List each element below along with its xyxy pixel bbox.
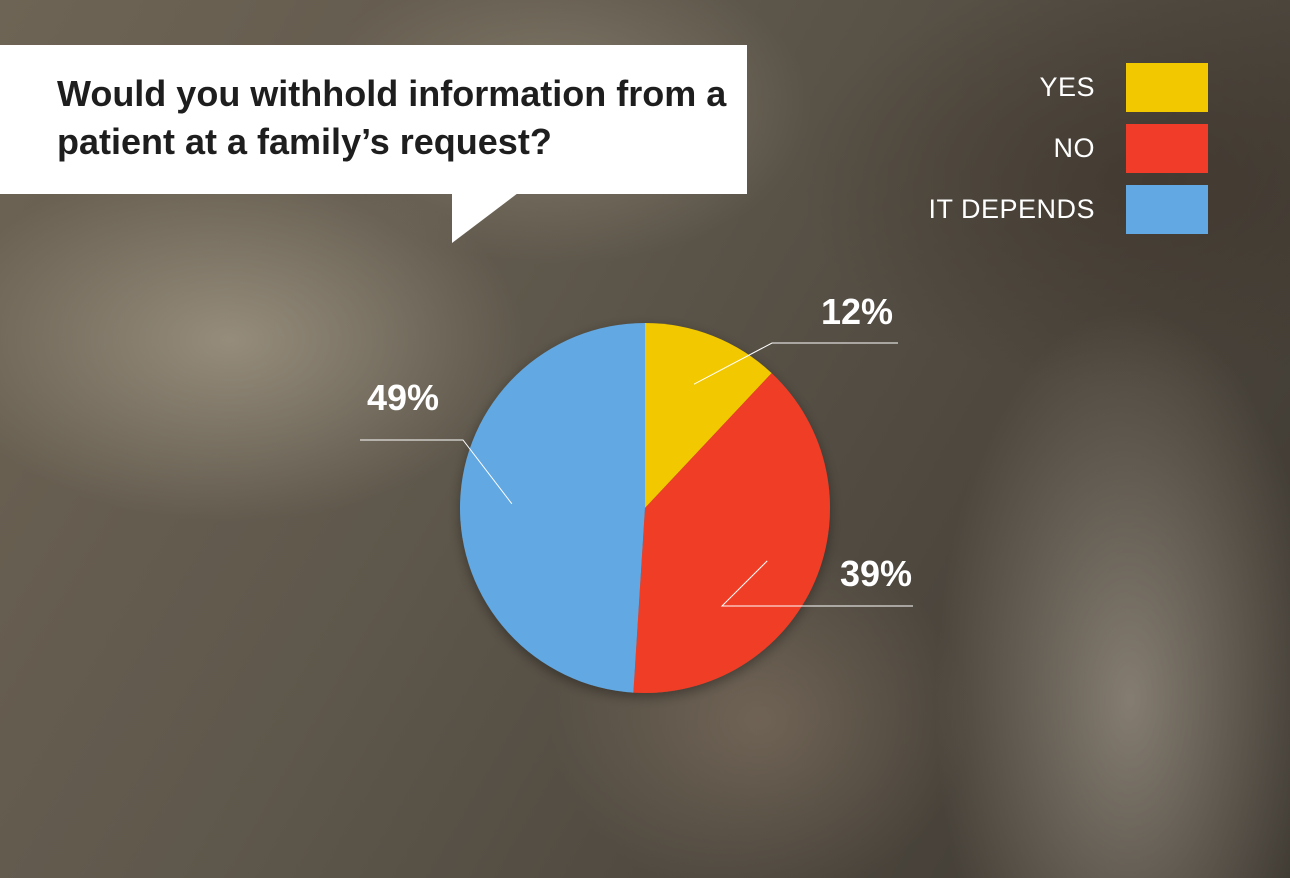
legend-label-it-depends: IT DEPENDS [928, 194, 1095, 224]
leader-line-yes [693, 342, 898, 385]
speech-bubble [0, 45, 747, 194]
legend-label-no: NO [1053, 133, 1095, 163]
data-label-it-depends: 49% [367, 377, 439, 418]
speech-bubble-tail [452, 193, 518, 243]
pie-slice-no [633, 373, 831, 693]
legend-swatch-yes [1126, 63, 1208, 112]
legend: YES NO IT DEPENDS [928, 63, 1208, 246]
data-label-yes: 12% [821, 291, 893, 332]
data-label-no: 39% [840, 553, 912, 594]
legend-label-yes: YES [1039, 72, 1095, 102]
legend-item-no: NO [928, 124, 1208, 173]
legend-item-yes: YES [928, 63, 1208, 112]
leader-line-it-depends [360, 439, 513, 505]
chart-title: Would you withhold information from a pa… [57, 73, 727, 162]
legend-swatch-no [1126, 124, 1208, 173]
leader-line-no [720, 560, 913, 607]
legend-swatch-it-depends [1126, 185, 1208, 234]
legend-item-it-depends: IT DEPENDS [928, 185, 1208, 234]
pie-slice-it-depends [459, 323, 645, 693]
pie-slice-yes [645, 323, 772, 508]
